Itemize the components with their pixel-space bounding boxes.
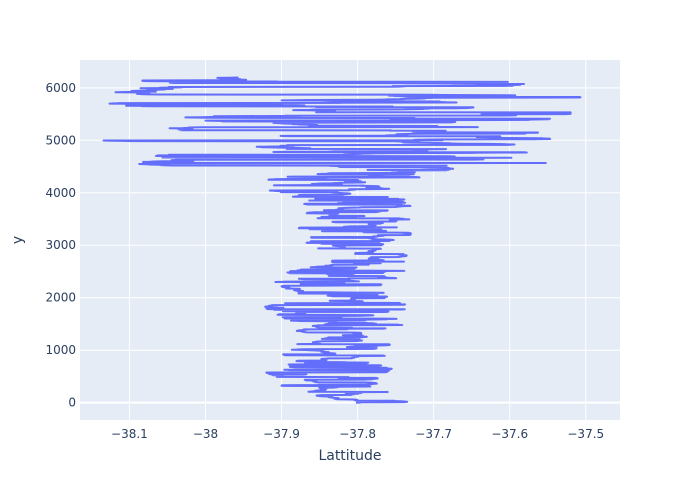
y-tick-label: 0	[68, 396, 76, 410]
x-tick-label: −38.1	[111, 427, 148, 441]
x-tick-label: −37.9	[263, 427, 300, 441]
y-tick-label: 3000	[45, 238, 76, 252]
data-series	[102, 76, 582, 404]
series-line	[102, 76, 582, 404]
y-axis-ticks: 0 1000 2000 3000 4000 5000 6000	[45, 81, 76, 410]
x-axis-ticks: −38.1 −38 −37.9 −37.8 −37.7 −37.6 −37.5	[111, 427, 604, 441]
x-tick-label: −37.7	[415, 427, 452, 441]
y-tick-label: 5000	[45, 133, 76, 147]
x-axis-title: Lattitude	[318, 448, 381, 464]
y-tick-label: 1000	[45, 343, 76, 357]
x-tick-label: −37.5	[567, 427, 604, 441]
y-tick-label: 4000	[45, 186, 76, 200]
x-tick-label: −37.6	[491, 427, 528, 441]
x-tick-label: −37.8	[339, 427, 376, 441]
x-tick-label: −38	[193, 427, 218, 441]
y-tick-label: 2000	[45, 291, 76, 305]
y-tick-label: 6000	[45, 81, 76, 95]
y-axis-title: y	[10, 236, 26, 244]
